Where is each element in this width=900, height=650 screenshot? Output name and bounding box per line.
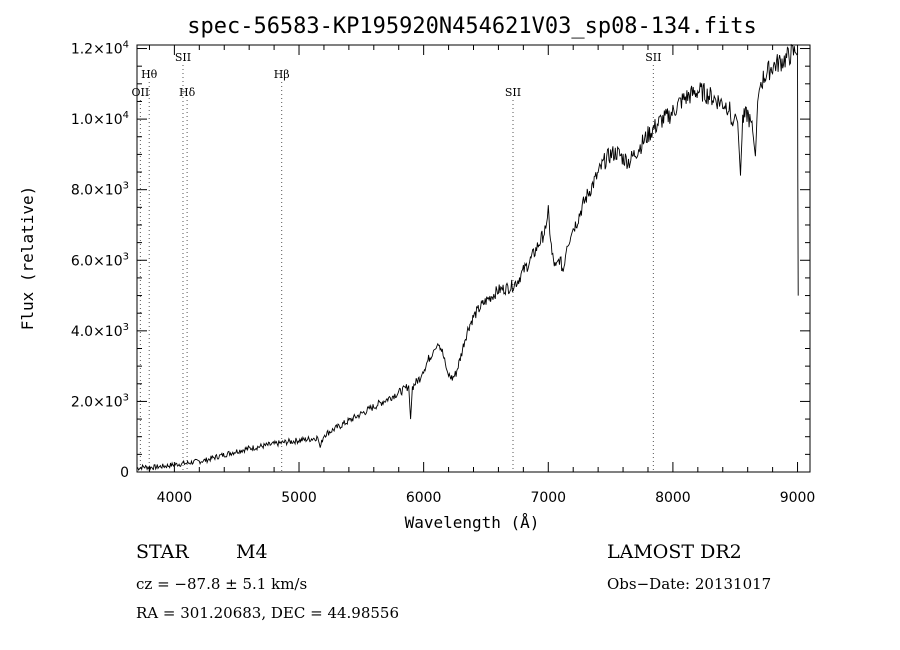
plot-frame	[136, 44, 811, 473]
coordinates-text: RA = 301.20683, DEC = 44.98556	[136, 604, 400, 622]
subclass-label: M4	[236, 541, 268, 563]
obs-date-text: Obs−Date: 20131017	[607, 575, 772, 593]
axis-ticks: 4000 5000 6000 7000 8000 9000 0 2.0×103 4.0×103 6…	[71, 40, 816, 506]
y-tick-label: 1.2×104	[71, 40, 129, 58]
y-tick-label: 2.0×103	[71, 392, 129, 410]
line-marker-label: Hθ	[141, 68, 158, 81]
line-marker-label: Hδ	[179, 86, 196, 99]
y-tick-label: 6.0×103	[71, 251, 129, 269]
spectrum-line	[136, 43, 799, 471]
spectrum-chart: spec-56583-KP195920N454621V03_sp08-134.f…	[18, 14, 816, 532]
x-tick-label: 5000	[281, 490, 317, 506]
chart-title: spec-56583-KP195920N454621V03_sp08-134.f…	[187, 14, 757, 39]
y-tick-label: 0	[120, 465, 129, 481]
x-tick-label: 4000	[157, 490, 193, 506]
x-tick-label: 9000	[780, 490, 816, 506]
line-marker-label: Hβ	[274, 68, 290, 81]
x-tick-label: 7000	[530, 490, 566, 506]
x-axis-label: Wavelength (Å)	[405, 513, 540, 532]
y-axis-label: Flux (relative)	[18, 186, 37, 331]
line-marker-label: SII	[505, 86, 521, 99]
x-tick-label: 8000	[655, 490, 691, 506]
line-marker-label: SII	[175, 51, 191, 64]
y-tick-label: 4.0×103	[71, 322, 129, 340]
spectrum-series	[136, 43, 799, 471]
class-label: STAR	[136, 541, 189, 563]
survey-label: LAMOST DR2	[607, 541, 742, 563]
y-tick-label: 8.0×103	[71, 181, 129, 199]
redshift-text: cz = −87.8 ± 5.1 km/s	[136, 575, 308, 593]
y-tick-label: 1.0×104	[71, 110, 129, 128]
line-marker-label: OII	[132, 86, 150, 99]
x-tick-label: 6000	[406, 490, 442, 506]
line-marker-label: SII	[645, 51, 661, 64]
line-markers: OII Hθ SII Hδ Hβ SII SII	[132, 51, 661, 472]
